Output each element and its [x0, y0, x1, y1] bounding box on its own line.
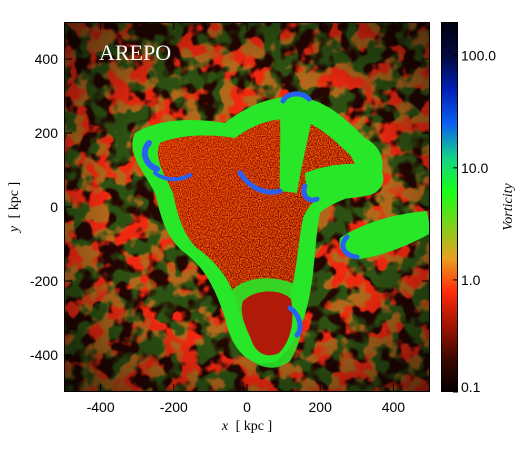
shock-inner-left: [153, 171, 192, 182]
y-axis: -400 -200 0 200 400: [30, 51, 430, 363]
x-axis-title: x [ kpc ]: [221, 419, 272, 434]
shock-center: [237, 170, 283, 195]
x-tick-label: 200: [309, 399, 333, 415]
arm-right: [305, 163, 384, 200]
vorticity-map-image: AREPO: [65, 23, 429, 391]
arm-upper-right: [279, 93, 313, 193]
shock-upper-right: [280, 91, 312, 104]
colorbar-tick-label: 10.0: [461, 160, 488, 176]
y-tick-label: -200: [30, 273, 58, 289]
y-tick-label: 0: [50, 199, 58, 215]
colorbar-tick-label: 100.0: [461, 48, 496, 64]
colorbar-tick-label: 0.1: [461, 379, 481, 395]
panel-label: AREPO: [99, 40, 171, 65]
colorbar-axis: 0.1 1.0 10.0 100.0: [453, 48, 496, 395]
colorbar: [441, 22, 458, 392]
x-tick-label: -400: [87, 399, 115, 415]
y-tick-label: 400: [35, 51, 59, 67]
x-tick-label: -200: [160, 399, 188, 415]
shock-far-right: [340, 234, 360, 260]
arm-lower-core: [241, 291, 293, 356]
shock-lower: [287, 305, 303, 338]
y-tick-label: -400: [30, 347, 58, 363]
x-tick-label: 0: [243, 399, 251, 415]
shock-right: [301, 183, 320, 203]
colorbar-tick-label: 1.0: [461, 272, 481, 288]
shock-left: [141, 140, 160, 172]
central-structure: [132, 91, 429, 368]
x-axis-var: x: [221, 419, 229, 434]
y-axis-title: y [ kpc ]: [7, 182, 22, 234]
arm-far-right: [339, 211, 429, 259]
y-axis-var: y: [7, 225, 22, 234]
x-tick-label: 400: [382, 399, 406, 415]
vorticity-map: AREPO: [64, 22, 430, 392]
x-axis-unit: [ kpc ]: [236, 419, 273, 434]
y-tick-label: 200: [35, 125, 59, 141]
x-axis: -400 -200 0 200 400: [87, 22, 406, 415]
colorbar-gradient: [442, 23, 457, 391]
y-axis-unit: [ kpc ]: [7, 182, 22, 219]
colorbar-title: Vorticity: [501, 182, 516, 230]
